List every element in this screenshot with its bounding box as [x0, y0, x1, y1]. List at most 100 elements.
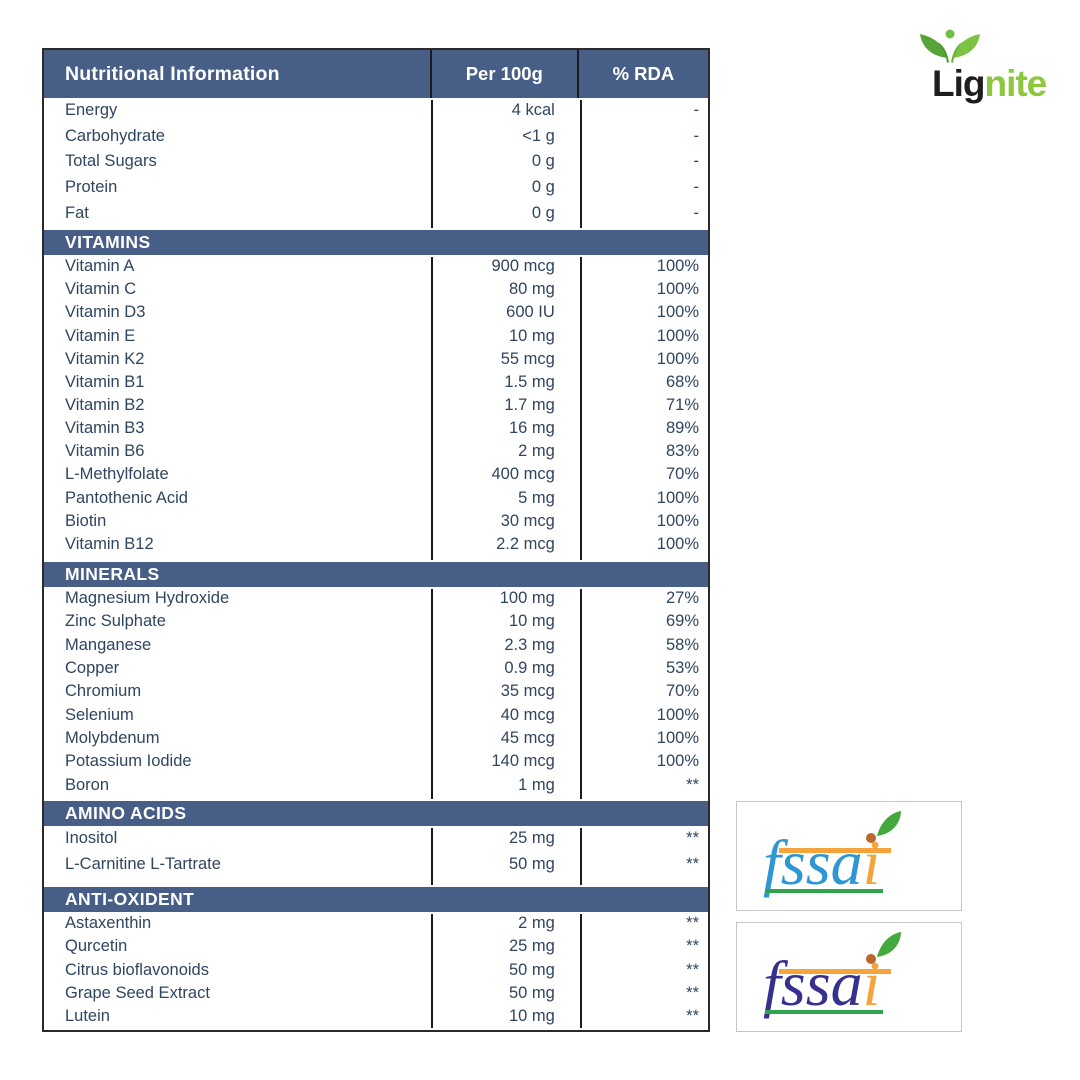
- column-divider: [431, 257, 433, 560]
- row-label: Fat: [65, 203, 89, 222]
- row-value-rda: 58%: [665, 635, 699, 654]
- row-value-rda: -: [693, 178, 700, 197]
- sprout-icon: [920, 29, 980, 63]
- table-header-row: Nutritional Information Per 100g % RDA: [44, 50, 708, 98]
- row-value-rda: **: [686, 914, 699, 933]
- row-label: Boron: [65, 775, 110, 794]
- row-value-per-100g: 4 kcal: [511, 101, 555, 120]
- table-row: Vitamin B1 1.5 mg 68%: [44, 371, 708, 394]
- table-row: Vitamin B6 2 mg 83%: [44, 440, 708, 463]
- table-row: Chromium 35 mcg 70%: [44, 680, 708, 703]
- fssai-badge-2: fssai: [736, 922, 962, 1032]
- fssai-logo-indigo: fssai: [763, 932, 901, 1019]
- section-rows: Astaxenthin 2 mg ** Qurcetin 25 mg ** Citrus b…: [44, 912, 708, 1030]
- row-value-per-100g: 1.7 mg: [504, 396, 555, 415]
- table-row: Astaxenthin 2 mg **: [44, 912, 708, 935]
- fssai-wordmark: fssai: [763, 827, 880, 898]
- row-label: L-Methylfolate: [65, 465, 169, 484]
- nutrition-table: Nutritional Information Per 100g % RDA E…: [42, 48, 710, 1032]
- fssai-top-bar: [779, 848, 891, 853]
- table-row: Vitamin K2 55 mcg 100%: [44, 348, 708, 371]
- row-value-rda: 100%: [656, 488, 699, 507]
- fssai-dot: [866, 954, 876, 964]
- row-label: Zinc Sulphate: [65, 612, 166, 631]
- fssai-bottom-bar: [765, 889, 883, 893]
- table-row: Selenium 40 mcg 100%: [44, 704, 708, 727]
- column-divider: [431, 589, 433, 799]
- table-row: Vitamin B12 2.2 mcg 100%: [44, 533, 708, 556]
- row-value-per-100g: 2 mg: [518, 914, 555, 933]
- fssai-logo-light-blue: fssai: [763, 811, 901, 898]
- section-header-vitamins: VITAMINS: [44, 230, 708, 255]
- row-label: Astaxenthin: [65, 914, 152, 933]
- column-divider: [580, 589, 582, 799]
- table-row: Grape Seed Extract 50 mg **: [44, 982, 708, 1005]
- column-divider: [431, 914, 433, 1028]
- fssai-wordmark-main: fssa: [763, 948, 863, 1019]
- table-row: Biotin 30 mcg 100%: [44, 510, 708, 533]
- table-row: Vitamin B2 1.7 mg 71%: [44, 394, 708, 417]
- row-label: Vitamin B2: [65, 396, 145, 415]
- table-row: Copper 0.9 mg 53%: [44, 657, 708, 680]
- row-value-rda: 100%: [656, 729, 699, 748]
- row-value-rda: 100%: [656, 303, 699, 322]
- row-label: Chromium: [65, 682, 142, 701]
- col-header-rda: % RDA: [576, 50, 708, 98]
- row-value-per-100g: 25 mg: [508, 829, 555, 848]
- row-value-per-100g: 100 mg: [499, 589, 555, 608]
- row-value-rda: 100%: [656, 705, 699, 724]
- table-row: Magnesium Hydroxide 100 mg 27%: [44, 587, 708, 610]
- fssai-leaf-icon: [877, 932, 901, 957]
- lignite-wordmark: Lignite: [932, 63, 1047, 104]
- row-value-per-100g: 2.3 mg: [504, 635, 555, 654]
- lignite-wordmark-prefix: Lig: [932, 63, 984, 104]
- table-row: Qurcetin 25 mg **: [44, 935, 708, 958]
- row-value-rda: -: [693, 126, 700, 145]
- row-value-rda: **: [686, 775, 699, 794]
- row-value-per-100g: 0.9 mg: [504, 659, 555, 678]
- row-value-per-100g: 30 mcg: [500, 511, 555, 530]
- row-value-per-100g: 1.5 mg: [504, 372, 555, 391]
- table-row: Pantothenic Acid 5 mg 100%: [44, 487, 708, 510]
- row-value-rda: **: [686, 937, 699, 956]
- row-value-per-100g: 2.2 mcg: [496, 534, 555, 553]
- row-value-rda: **: [686, 960, 699, 979]
- row-label: Biotin: [65, 511, 107, 530]
- row-value-rda: 100%: [656, 326, 699, 345]
- row-label: Inositol: [65, 829, 118, 848]
- row-value-rda: 100%: [656, 511, 699, 530]
- lignite-logo: Lignite: [916, 22, 1056, 106]
- row-value-rda: 70%: [665, 465, 699, 484]
- row-label: Vitamin B12: [65, 534, 154, 553]
- fssai-top-bar: [779, 969, 891, 974]
- row-value-rda: **: [686, 1006, 699, 1025]
- column-divider: [431, 828, 433, 885]
- table-row: Vitamin E 10 mg 100%: [44, 324, 708, 347]
- table-row: Vitamin D3 600 IU 100%: [44, 301, 708, 324]
- table-row: Vitamin C 80 mg 100%: [44, 278, 708, 301]
- row-value-rda: 70%: [665, 682, 699, 701]
- row-label: Manganese: [65, 635, 152, 654]
- table-row: Vitamin B3 16 mg 89%: [44, 417, 708, 440]
- row-value-per-100g: 5 mg: [518, 488, 555, 507]
- row-value-per-100g: 80 mg: [508, 280, 555, 299]
- table-row: Molybdenum 45 mcg 100%: [44, 727, 708, 750]
- row-value-rda: -: [693, 152, 700, 171]
- section-rows: Vitamin A 900 mcg 100% Vitamin C 80 mg 100% Vi…: [44, 255, 708, 562]
- table-row: Boron 1 mg **: [44, 774, 708, 797]
- section-header-minerals: MINERALS: [44, 562, 708, 587]
- table-row: Zinc Sulphate 10 mg 69%: [44, 610, 708, 633]
- table-row: Carbohydrate <1 g -: [44, 124, 708, 150]
- section-rows: Energy 4 kcal - Carbohydrate <1 g - Total Suga…: [44, 98, 708, 230]
- row-value-rda: **: [686, 983, 699, 1002]
- row-value-per-100g: 140 mcg: [491, 752, 555, 771]
- table-row: L-Carnitine L-Tartrate 50 mg **: [44, 852, 708, 878]
- fssai-bottom-bar: [765, 1010, 883, 1014]
- row-value-rda: 100%: [656, 280, 699, 299]
- row-value-per-100g: 1 mg: [518, 775, 555, 794]
- row-label: Vitamin B3: [65, 419, 145, 438]
- row-value-per-100g: 900 mcg: [491, 257, 555, 276]
- row-value-rda: 27%: [665, 589, 699, 608]
- row-value-per-100g: 10 mg: [508, 612, 555, 631]
- table-body: Energy 4 kcal - Carbohydrate <1 g - Total Suga…: [44, 98, 708, 1030]
